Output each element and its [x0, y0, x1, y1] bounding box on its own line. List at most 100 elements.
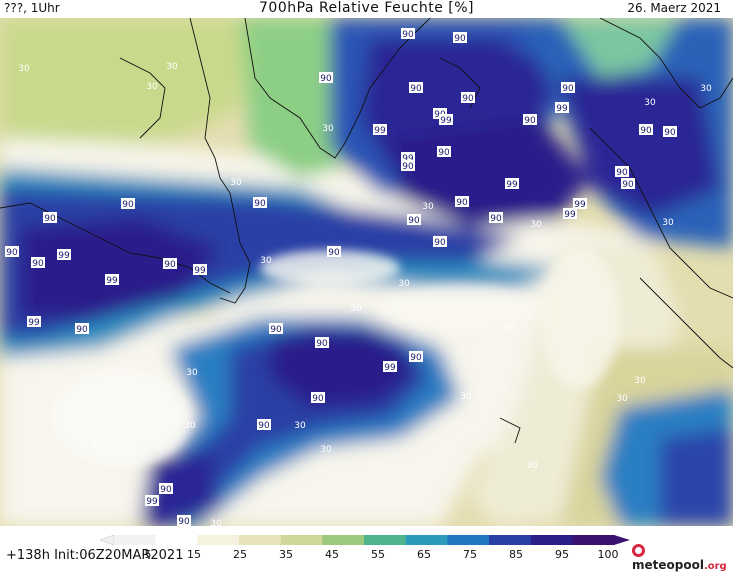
isoline-label-text: 99 [58, 251, 70, 261]
isoline-label-text: 90 [664, 128, 676, 138]
logo-icon [632, 544, 645, 557]
isoline-label-text: 99 [146, 497, 158, 507]
isoline-label-high: 90 [269, 323, 283, 335]
colorbar-tick-label: 100 [597, 548, 619, 561]
isoline-label-high: 90 [409, 351, 423, 363]
isoline-label-text: 30 [530, 220, 542, 230]
isoline-label-high: 90 [523, 114, 537, 126]
isoline-label-high: 99 [27, 316, 41, 328]
chart-header: ???, 1Uhr 700hPa Relative Feuchte [%] 26… [0, 0, 733, 18]
isoline-label-low: 30 [422, 202, 434, 212]
isoline-label-low: 30 [530, 220, 542, 230]
isoline-label-high: 99 [105, 274, 119, 286]
isoline-label-text: 30 [644, 98, 656, 108]
isoline-label-high: 90 [31, 257, 45, 269]
isoline-label-text: 30 [260, 256, 272, 266]
isoline-label-high: 99 [193, 264, 207, 276]
isoline-label-low: 30 [166, 62, 178, 72]
colorbar-strip [99, 534, 630, 546]
colorbar-segment [155, 535, 198, 545]
colorbar-tick-label: 15 [187, 548, 201, 561]
isoline-label-high: 90 [461, 92, 475, 104]
isoline-label-high: 90 [163, 258, 177, 270]
isoline-label-high: 90 [409, 82, 423, 94]
isoline-label-high: 90 [257, 419, 271, 431]
isoline-label-text: 90 [76, 325, 88, 335]
isoline-label-text: 99 [194, 266, 206, 276]
isoline-label-text: 90 [270, 325, 282, 335]
isoline-label-text: 30 [320, 445, 332, 455]
colorbar-segment [322, 535, 365, 545]
valid-date: 26. Maerz 2021 [627, 1, 721, 15]
isoline-label-low: 30 [260, 256, 272, 266]
isoline-label-text: 99 [506, 180, 518, 190]
isoline-label-low: 30 [18, 64, 30, 74]
isoline-label-text: 30 [18, 64, 30, 74]
chart-footer: 5 15 25 35 45 55 65 75 85 95 100 +138h Init:06Z20M… [0, 526, 733, 572]
isoline-label-text: 90 [562, 84, 574, 94]
init-label: Init:06Z20MAR2021 [54, 548, 184, 563]
isoline-label-high: 99 [439, 114, 453, 126]
isoline-label-high: 90 [561, 82, 575, 94]
humidity-map-canvas: 9090909090909990909999909090999099909099… [0, 18, 733, 526]
colorbar-tick-label: 85 [509, 548, 523, 561]
isoline-label-low: 30 [634, 376, 646, 386]
isoline-label-high: 90 [43, 212, 57, 224]
isoline-label-text: 99 [106, 276, 118, 286]
isoline-label-high: 90 [401, 28, 415, 40]
isoline-label-text: 90 [410, 84, 422, 94]
isoline-label-high: 99 [563, 208, 577, 220]
isoline-label-text: 90 [434, 238, 446, 248]
isoline-label-high: 99 [505, 178, 519, 190]
isoline-label-text: 30 [230, 178, 242, 188]
isoline-labels: 9090909090909990909999909090999099909099… [5, 28, 712, 526]
colorbar-max-arrow [614, 535, 630, 545]
isoline-label-text: 90 [402, 30, 414, 40]
dry-highlights [50, 248, 620, 468]
init-time: +138h Init:06Z20MAR2021 [6, 548, 183, 563]
isoline-label-high: 99 [373, 124, 387, 136]
isoline-label-low: 30 [700, 84, 712, 94]
isoline-label-text: 30 [146, 82, 158, 92]
colorbar-segment [114, 535, 157, 545]
isoline-label-text: 30 [422, 202, 434, 212]
colorbar-tick-label: 45 [325, 548, 339, 561]
isoline-label-text: 90 [316, 339, 328, 349]
colorbar-segment [447, 535, 490, 545]
isoline-label-text: 99 [28, 318, 40, 328]
isoline-label-text: 90 [160, 485, 172, 495]
isoline-label-text: 99 [564, 210, 576, 220]
meteopool-logo[interactable]: meteopool.org [632, 544, 733, 572]
isoline-label-high: 90 [407, 214, 421, 226]
isoline-label-text: 90 [164, 260, 176, 270]
isoline-label-high: 90 [319, 72, 333, 84]
isoline-label-text: 99 [440, 116, 452, 126]
isoline-label-low: 30 [210, 519, 222, 526]
isoline-label-text: 30 [700, 84, 712, 94]
isoline-label-text: 90 [456, 198, 468, 208]
colorbar-segment [280, 535, 323, 545]
isoline-label-high: 99 [57, 249, 71, 261]
isoline-label-high: 99 [555, 102, 569, 114]
isoline-label-text: 90 [6, 248, 18, 258]
isoline-label-text: 99 [384, 363, 396, 373]
isoline-label-text: 30 [460, 392, 472, 402]
isoline-label-text: 30 [210, 519, 222, 526]
colorbar-segment [197, 535, 240, 545]
isoline-label-high: 90 [75, 323, 89, 335]
colorbar-segment [405, 535, 448, 545]
isoline-label-text: 30 [90, 441, 102, 451]
isoline-label-text: 30 [166, 62, 178, 72]
location-label: ???, 1Uhr [4, 1, 60, 15]
logo-brand: meteopool [632, 558, 704, 572]
isoline-label-high: 90 [159, 483, 173, 495]
isoline-label-high: 90 [401, 160, 415, 172]
isoline-label-low: 30 [320, 445, 332, 455]
isoline-label-text: 30 [322, 124, 334, 134]
isoline-label-text: 30 [662, 218, 674, 228]
colorbar: 5 15 25 35 45 55 65 75 85 95 100 [99, 532, 640, 561]
isoline-label-high: 99 [383, 361, 397, 373]
isoline-label-low: 30 [90, 441, 102, 451]
isoline-label-text: 30 [616, 394, 628, 404]
isoline-label-text: 99 [556, 104, 568, 114]
